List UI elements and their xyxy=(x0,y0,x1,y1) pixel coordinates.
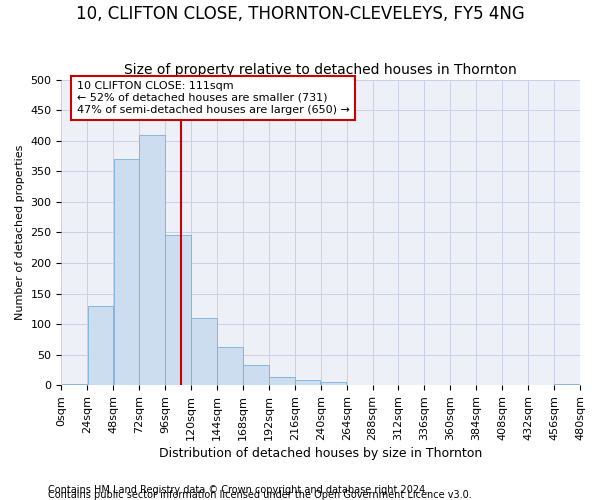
Bar xyxy=(191,318,217,385)
Y-axis label: Number of detached properties: Number of detached properties xyxy=(15,144,25,320)
Text: Contains HM Land Registry data © Crown copyright and database right 2024.: Contains HM Land Registry data © Crown c… xyxy=(48,485,428,495)
Title: Size of property relative to detached houses in Thornton: Size of property relative to detached ho… xyxy=(124,63,517,77)
Text: 10 CLIFTON CLOSE: 111sqm
← 52% of detached houses are smaller (731)
47% of semi-: 10 CLIFTON CLOSE: 111sqm ← 52% of detach… xyxy=(77,82,349,114)
Bar xyxy=(166,236,191,385)
Bar xyxy=(139,134,165,385)
Text: Contains public sector information licensed under the Open Government Licence v3: Contains public sector information licen… xyxy=(48,490,472,500)
Bar xyxy=(295,380,320,385)
Text: 10, CLIFTON CLOSE, THORNTON-CLEVELEYS, FY5 4NG: 10, CLIFTON CLOSE, THORNTON-CLEVELEYS, F… xyxy=(76,5,524,23)
Bar xyxy=(62,384,87,385)
Bar xyxy=(321,382,346,385)
Bar xyxy=(88,306,113,385)
Bar xyxy=(554,384,580,385)
Bar xyxy=(243,365,269,385)
Bar xyxy=(269,378,295,385)
Bar xyxy=(113,159,139,385)
X-axis label: Distribution of detached houses by size in Thornton: Distribution of detached houses by size … xyxy=(159,447,482,460)
Bar xyxy=(217,346,242,385)
